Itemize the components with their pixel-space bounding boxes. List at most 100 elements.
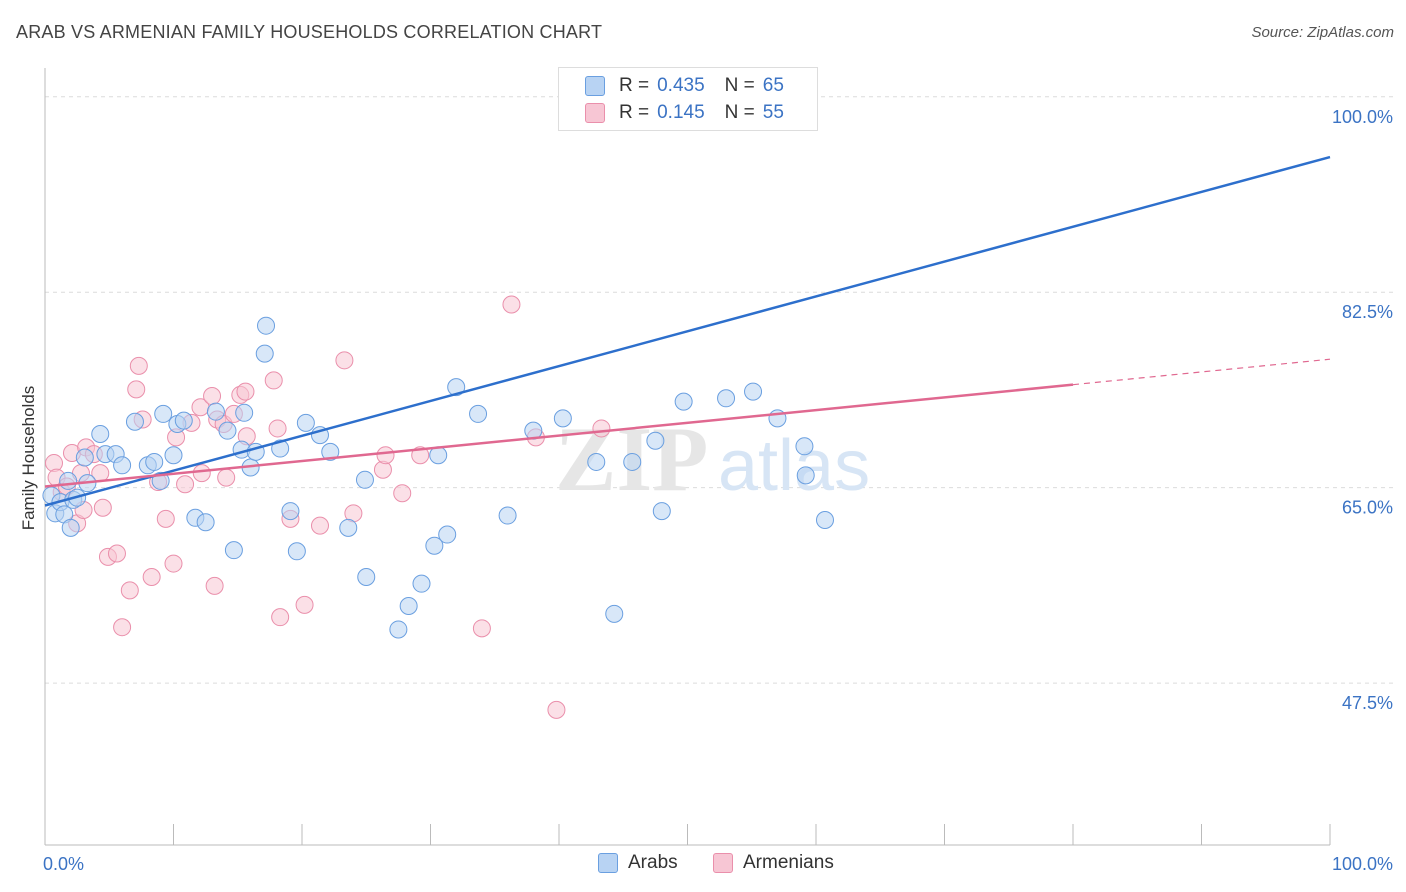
series-armenians-points [44, 85, 642, 719]
armenian-point [129, 356, 148, 375]
arab-point [652, 502, 671, 521]
x-tick-label: 100.0% [1332, 854, 1393, 874]
arab-point [174, 411, 193, 430]
arab-point [795, 437, 814, 456]
armenian-point [142, 567, 161, 586]
legend-n-label: N = [724, 75, 755, 96]
arab-point [717, 389, 736, 408]
arabs-swatch [585, 76, 605, 96]
arab-point [438, 525, 457, 544]
arab-point [321, 442, 340, 461]
arab-point [674, 392, 693, 411]
arabs-legend-swatch [598, 853, 618, 873]
y-tick-label: 65.0% [1342, 498, 1393, 518]
arab-point [224, 541, 243, 560]
watermark-atlas: atlas [718, 426, 870, 506]
armenian-point [393, 484, 412, 503]
trend-lines [44, 155, 1331, 507]
chart-title: ARAB VS ARMENIAN FAMILY HOUSEHOLDS CORRE… [16, 22, 603, 42]
arab-point [796, 466, 815, 485]
arab-point [447, 378, 466, 397]
trend-line-armenians [44, 383, 1074, 488]
legend-n-value: 65 [762, 75, 784, 96]
arab-point [59, 471, 78, 490]
armenian-point [335, 351, 354, 370]
arab-point [235, 403, 254, 422]
arab-point [206, 402, 225, 421]
axes [44, 68, 1331, 846]
armenian-point [127, 380, 146, 399]
y-tick-label: 82.5% [1342, 302, 1393, 322]
arab-point [257, 316, 276, 335]
armenian-point [268, 419, 287, 438]
arab-point [339, 518, 358, 537]
arab-point [281, 502, 300, 521]
arab-point [605, 604, 624, 623]
tick-labels: 47.5% 65.0% 82.5% 100.0% 0.0% 100.0% [43, 107, 1393, 874]
source-label: Source: ZipAtlas.com [1251, 24, 1394, 41]
arab-point [271, 439, 290, 458]
armenian-point [120, 581, 139, 600]
trend-line-extension-armenians [1072, 358, 1331, 386]
arab-point [91, 425, 110, 444]
arab-point [145, 452, 164, 471]
armenian-point [164, 554, 183, 573]
arabs-legend-label: Arabs [628, 852, 678, 873]
armenian-point [264, 371, 283, 390]
y-tick-label: 100.0% [1332, 107, 1393, 127]
y-tick-label: 47.5% [1342, 693, 1393, 713]
arab-point [164, 446, 183, 465]
armenian-point [113, 618, 132, 637]
arab-point [389, 620, 408, 639]
x-tick-label: 0.0% [43, 854, 84, 874]
arab-point [154, 404, 173, 423]
arab-point [355, 470, 374, 489]
arab-point [218, 421, 237, 440]
arab-point [553, 409, 572, 428]
armenians-swatch [585, 103, 605, 123]
arab-point [623, 452, 642, 471]
armenian-point [205, 576, 224, 595]
trend-line-arabs [44, 155, 1331, 507]
arab-point [498, 506, 517, 525]
y-axis-label: Family Households [19, 386, 38, 531]
armenian-point [236, 382, 255, 401]
bottom-legend-arabs: Arabs [598, 852, 678, 874]
arab-point [399, 597, 418, 616]
legend-r-value: 0.435 [657, 75, 705, 96]
armenian-point [592, 419, 611, 438]
armenian-point [156, 509, 175, 528]
armenian-point [271, 608, 290, 627]
legend-n-label: N = [724, 102, 755, 123]
arab-point [287, 542, 306, 561]
armenian-point [376, 446, 395, 465]
arab-point [113, 456, 132, 475]
arab-point [61, 518, 80, 537]
armenians-legend-swatch [713, 853, 733, 873]
bottom-legend-armenians: Armenians [713, 852, 834, 874]
armenian-point [472, 619, 491, 638]
legend-r-value: 0.145 [657, 102, 705, 123]
legend-r-label: R = [619, 75, 650, 96]
armenian-point [192, 464, 211, 483]
arab-point [744, 382, 763, 401]
arab-point [815, 511, 834, 530]
armenian-point [93, 498, 112, 517]
stats-legend: R = 0.435 N = 65 R = 0.145 N = 55 [558, 67, 818, 131]
legend-n-value: 55 [762, 102, 784, 123]
armenian-point [310, 516, 329, 535]
arab-point [425, 536, 444, 555]
arab-point [296, 413, 315, 432]
armenian-point [217, 468, 236, 487]
armenian-point [176, 475, 195, 494]
arab-point [469, 404, 488, 423]
legend-row-arabs: R = 0.435 N = 65 [585, 73, 804, 99]
series-arabs-points [42, 316, 834, 639]
arab-point [587, 452, 606, 471]
arab-point [75, 448, 94, 467]
legend-r-label: R = [619, 102, 650, 123]
armenian-point [547, 700, 566, 719]
arab-point [255, 344, 274, 363]
armenian-point [295, 595, 314, 614]
